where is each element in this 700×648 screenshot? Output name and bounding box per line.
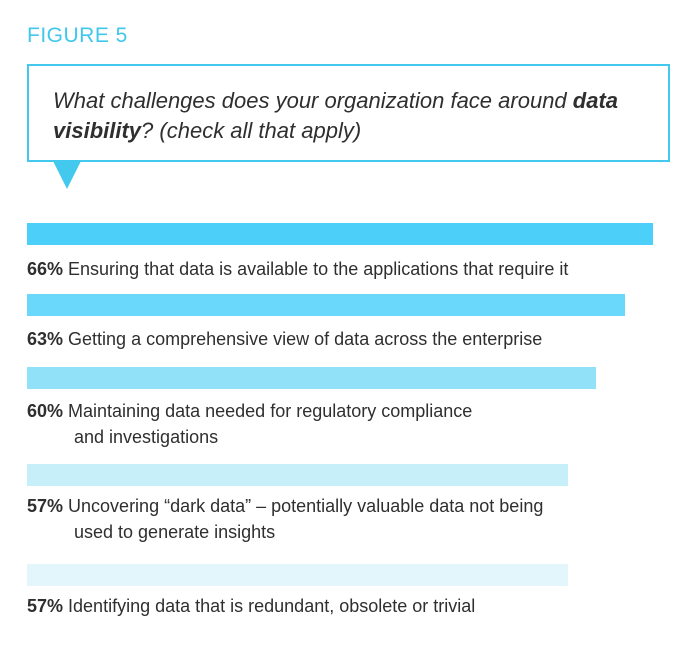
bar-percent: 63%: [27, 329, 64, 349]
question-text: What challenges does your organization f…: [53, 86, 653, 146]
bar-description-continued: and investigations: [74, 427, 219, 447]
bar-description: Getting a comprehensive view of data acr…: [63, 329, 543, 349]
bar-percent: 57%: [27, 596, 64, 616]
bar-label-5: 57% Identifying data that is redundant, …: [27, 593, 687, 619]
bar-label-2: 63% Getting a comprehensive view of data…: [27, 326, 687, 352]
bar-percent: 57%: [27, 496, 64, 516]
bar-label-3: 60% Maintaining data needed for regulato…: [27, 398, 687, 450]
bar-percent: 60%: [27, 401, 64, 421]
question-box: What challenges does your organization f…: [27, 64, 670, 162]
question-text-after: ? (check all that apply): [141, 118, 362, 143]
bar-1: [27, 223, 653, 245]
bar-label-4: 57% Uncovering “dark data” – potentially…: [27, 493, 687, 545]
bar-description: Identifying data that is redundant, obso…: [63, 596, 476, 616]
bar-description: Ensuring that data is available to the a…: [63, 259, 569, 279]
bar-percent: 66%: [27, 259, 64, 279]
bar-description: Maintaining data needed for regulatory c…: [63, 401, 473, 421]
bar-label-1: 66% Ensuring that data is available to t…: [27, 256, 687, 282]
bar-2: [27, 294, 625, 316]
question-pointer: [53, 161, 81, 189]
bar-4: [27, 464, 568, 486]
bar-description: Uncovering “dark data” – potentially val…: [63, 496, 544, 516]
bar-5: [27, 564, 568, 586]
bar-description-continued: used to generate insights: [74, 522, 276, 542]
question-emphasis: data visibility: [53, 88, 619, 143]
figure-label: FIGURE 5: [27, 24, 128, 47]
question-text-before: What challenges does your organization f…: [53, 88, 573, 113]
bar-3: [27, 367, 596, 389]
